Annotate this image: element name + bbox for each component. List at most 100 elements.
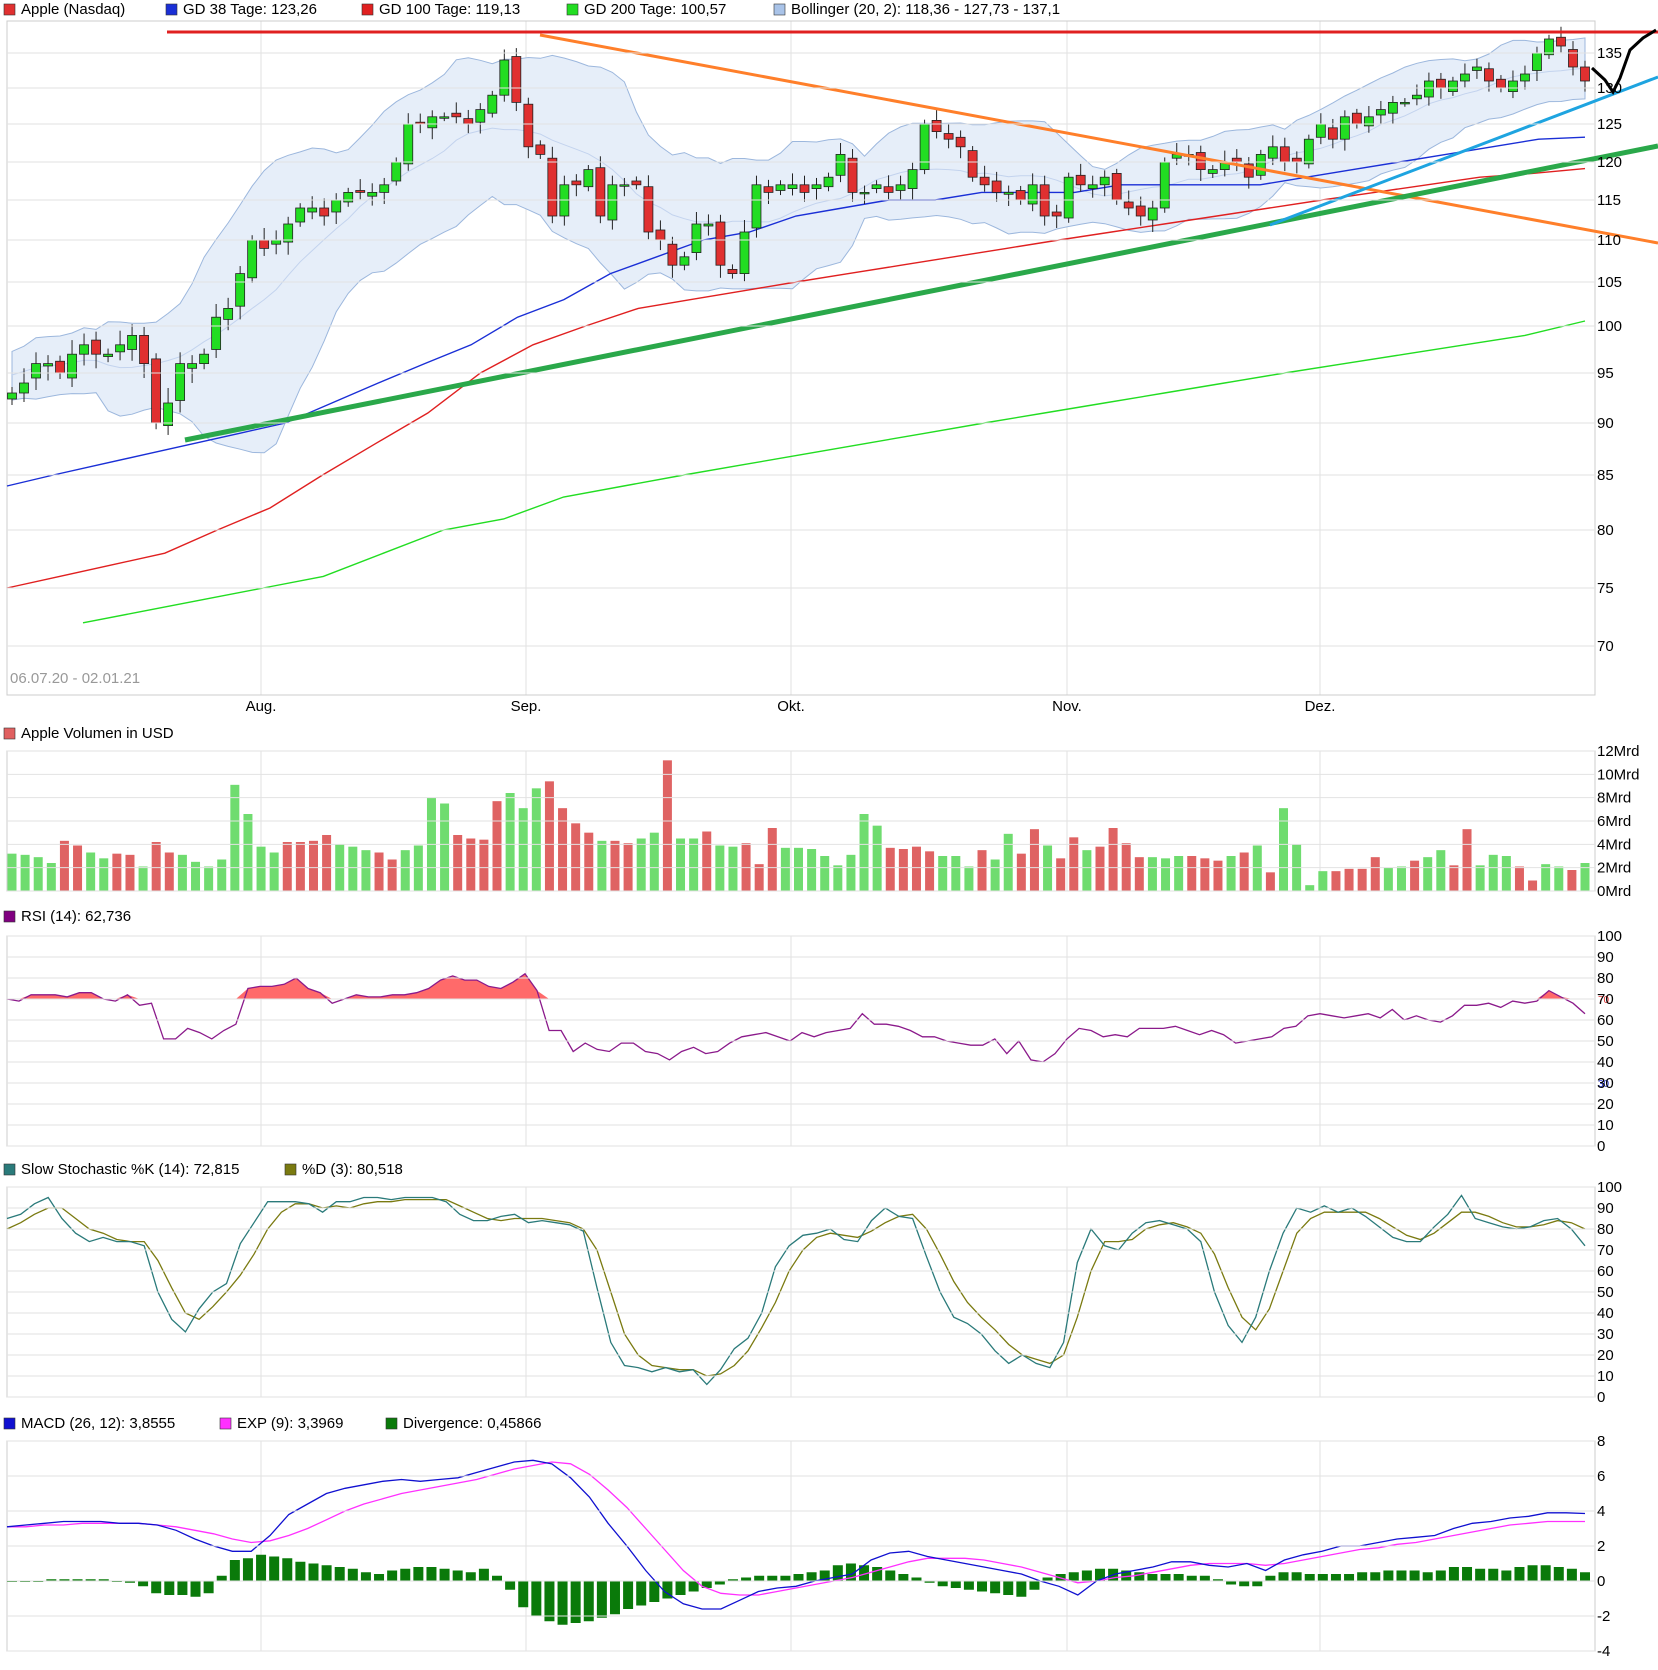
candle (715, 221, 726, 266)
divergence-bar (465, 1572, 476, 1581)
divergence-bar (439, 1568, 450, 1581)
volume-bar (151, 842, 161, 891)
stochastic-tick-label: 80 (1597, 1221, 1614, 1238)
volume-bar (505, 793, 515, 891)
divergence-bar (1344, 1574, 1355, 1581)
candle (967, 150, 978, 178)
volume-bar (754, 864, 764, 891)
volume-bar (1095, 846, 1105, 891)
candle (1532, 52, 1542, 71)
macd-tick-label: -4 (1597, 1643, 1610, 1660)
stochastic-tick-label: 60 (1597, 1263, 1614, 1280)
candle (1159, 161, 1170, 209)
volume-bar (623, 843, 633, 891)
volume-bar (191, 861, 201, 891)
downtrend-line (539, 33, 1658, 245)
divergence-bar (806, 1572, 817, 1581)
month-tick-label: Nov. (1052, 698, 1082, 715)
candle (619, 184, 630, 187)
candle (775, 184, 786, 191)
volume-bar (348, 846, 358, 891)
divergence-bar (609, 1581, 620, 1615)
divergence-bar (360, 1572, 371, 1581)
candle (1568, 49, 1578, 68)
divergence-bar (1357, 1572, 1368, 1581)
macd-tick-label: 2 (1597, 1538, 1605, 1555)
divergence-bar (793, 1574, 804, 1581)
divergence-bar (701, 1581, 712, 1588)
legend-label: MACD (26, 12): 3,8555 (21, 1415, 175, 1432)
candle (835, 153, 846, 176)
macd-signal-line (7, 1461, 1585, 1596)
volume-bar (571, 823, 581, 891)
divergence-bar (1239, 1581, 1250, 1587)
divergence-bar (741, 1577, 752, 1581)
volume-tick-label: 8Mrd (1597, 790, 1631, 807)
candle (259, 239, 270, 249)
candle (499, 59, 510, 96)
volume-bar (558, 808, 568, 891)
legend-swatch (3, 727, 16, 740)
volume-bar (479, 839, 489, 891)
volume-bar (466, 838, 476, 891)
divergence-bar (754, 1575, 765, 1581)
divergence-bar (1462, 1567, 1473, 1581)
rsi-tick-label: 30 (1597, 1075, 1614, 1092)
price-tick-label: 135 (1597, 45, 1622, 62)
divergence-bar (1514, 1567, 1525, 1581)
candle (427, 116, 438, 129)
candle (907, 169, 918, 190)
candle (343, 191, 354, 203)
volume-bar (1501, 856, 1511, 891)
rsi-tick-label: 10 (1597, 1117, 1614, 1134)
rsi-tick-label: 100 (1597, 928, 1622, 945)
divergence-bar (1527, 1565, 1538, 1581)
volume-bar (741, 843, 751, 891)
candle (1207, 169, 1218, 174)
stochastic-tick-label: 70 (1597, 1242, 1614, 1259)
volume-bar (1449, 865, 1459, 891)
volume-bar (951, 856, 961, 891)
legend-label: GD 38 Tage: 123,26 (183, 1, 317, 18)
divergence-bar (138, 1581, 149, 1587)
legend-label: Apple Volumen in USD (21, 725, 174, 742)
divergence-bar (688, 1581, 699, 1592)
volume-bar (374, 852, 384, 891)
divergence-bar (1081, 1570, 1092, 1581)
divergence-bar (46, 1579, 57, 1581)
volume-bar (833, 865, 843, 891)
candle (1448, 80, 1458, 92)
candle (1231, 157, 1242, 163)
legend-swatch (385, 1417, 398, 1430)
volume-bar (99, 858, 109, 891)
stochastic-tick-label: 30 (1597, 1326, 1614, 1343)
volume-bar (1331, 871, 1341, 891)
macd-tick-label: 6 (1597, 1468, 1605, 1485)
volume-bar (859, 814, 869, 891)
divergence-bar (1580, 1572, 1590, 1581)
candle (847, 157, 858, 193)
candle (331, 199, 342, 213)
divergence-bar (557, 1581, 568, 1625)
candle (463, 118, 474, 125)
volume-bar (387, 859, 397, 891)
macd-panel: -4 -2 0 2 4 6 8 (6, 1433, 1610, 1660)
volume-bar (702, 831, 712, 891)
stochastic-tick-label: 40 (1597, 1305, 1614, 1322)
stochastic-tick-label: 10 (1597, 1368, 1614, 1385)
candle (1267, 146, 1278, 159)
candle (1351, 112, 1362, 125)
legend-swatch (3, 3, 16, 16)
candle (799, 184, 810, 193)
candle (1123, 201, 1134, 209)
price-tick-label: 75 (1597, 580, 1614, 597)
candle (895, 184, 906, 191)
stochastic-panel: 0 10 20 30 40 50 60 70 80 90 100 (6, 1179, 1622, 1406)
divergence-bar (1396, 1570, 1407, 1581)
candle (595, 167, 606, 217)
volume-bar (1161, 858, 1171, 891)
divergence-bar (177, 1581, 188, 1595)
volume-bar (295, 842, 305, 891)
candle (943, 133, 954, 140)
divergence-bar (531, 1581, 542, 1616)
